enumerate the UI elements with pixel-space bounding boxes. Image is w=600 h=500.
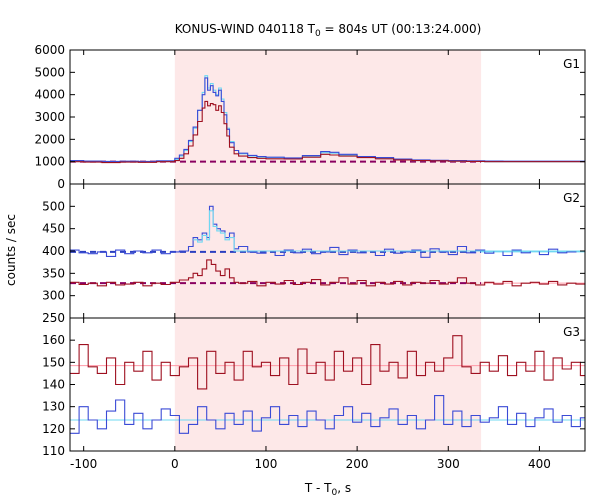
y-tick-label: 500 xyxy=(42,199,65,213)
panel-g3: 110 120 130 140 150 160 -100 0 100 200 300 400 G3 xyxy=(42,317,586,471)
y-tick-label: 6000 xyxy=(34,43,65,57)
series-red-line xyxy=(70,259,586,287)
y-tick-label: 3000 xyxy=(34,110,65,124)
y-tick-label: 5000 xyxy=(34,65,65,79)
panel-g1: 0 1000 2000 3000 4000 5000 6000 G1 xyxy=(34,43,586,191)
x-tick-label: 300 xyxy=(437,457,460,471)
y-tick-label: 150 xyxy=(42,355,65,369)
y-tick-label: 4000 xyxy=(34,88,65,102)
y-tick-label: 0 xyxy=(57,177,65,191)
y-tick-label: 1000 xyxy=(34,155,65,169)
series-cyan-line xyxy=(193,210,585,252)
shaded-interval xyxy=(174,318,482,451)
y-tick-label: 450 xyxy=(42,222,65,236)
x-tick-label: 0 xyxy=(171,457,179,471)
panel-g2: 250 300 350 400 450 500 G2 xyxy=(42,183,586,325)
series-red-line xyxy=(70,335,585,390)
x-tick-label: 100 xyxy=(255,457,278,471)
y-tick-label: 130 xyxy=(42,400,65,414)
series-blue-line xyxy=(70,205,585,258)
y-tick-label: 2000 xyxy=(34,132,65,146)
y-tick-label: 400 xyxy=(42,244,65,258)
series-red-line xyxy=(70,100,585,164)
y-tick-label: 300 xyxy=(42,289,65,303)
x-tick-label: 400 xyxy=(528,457,551,471)
y-tick-label: 250 xyxy=(42,311,65,325)
x-tick-label: -100 xyxy=(70,457,97,471)
x-axis-label: T - T0, s xyxy=(304,481,351,498)
chart-title: KONUS-WIND 040118 T0 = 804s UT (00:13:24… xyxy=(175,22,482,39)
y-axis-label: counts / sec xyxy=(4,214,18,286)
y-tick-label: 160 xyxy=(42,333,65,347)
y-tick-label: 120 xyxy=(42,422,65,436)
y-tick-label: 140 xyxy=(42,378,65,392)
y-tick-label: 110 xyxy=(42,444,65,458)
panel-label: G3 xyxy=(563,325,580,339)
panel-label: G2 xyxy=(563,191,580,205)
panel-label: G1 xyxy=(563,57,580,71)
shaded-interval xyxy=(174,50,482,184)
x-tick-label: 200 xyxy=(346,457,369,471)
panels-group: 0100020003000400050006000G12503003504004… xyxy=(34,43,586,471)
y-tick-label: 350 xyxy=(42,266,65,280)
series-blue-line xyxy=(70,395,585,434)
